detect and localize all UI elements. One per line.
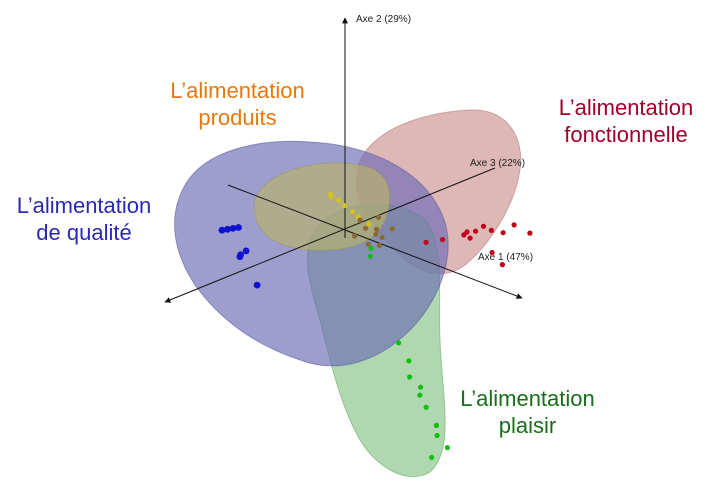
- point-fonctionnelle-2: [500, 230, 506, 236]
- point-plaisir-8: [444, 445, 450, 451]
- label-plaisir: L’alimentation plaisir: [440, 385, 615, 439]
- label-qualite-line1: L’alimentation: [16, 193, 152, 218]
- point-produits-5: [366, 221, 372, 227]
- label-produits: L’alimentation produits: [150, 77, 325, 131]
- point-plaisir-9: [429, 454, 435, 460]
- axis-3-label: Axe 3 (22%): [470, 158, 525, 169]
- point-plaisir-5: [423, 404, 429, 410]
- point-plaisir-7: [434, 432, 440, 439]
- point-qualite-4: [242, 247, 250, 255]
- label-qualite: L’alimentation de qualité: [0, 192, 168, 246]
- point-fonctionnelle-11: [423, 239, 429, 245]
- axis-1-line: [227, 184, 523, 299]
- label-qualite-line2: de qualité: [36, 220, 132, 245]
- point-qualite-7: [253, 281, 261, 289]
- point-qualite-3: [235, 224, 242, 231]
- axes: [164, 17, 523, 303]
- axis-2-label: Axe 2 (29%): [356, 14, 411, 25]
- point-fonctionnelle-3: [488, 227, 494, 233]
- point-fonctionnelle-4: [473, 228, 479, 234]
- point-plaisir-11: [367, 253, 373, 259]
- point-produits-3: [349, 209, 356, 215]
- point-produits-6: [328, 194, 334, 200]
- point-fonctionnelle-10: [499, 262, 505, 268]
- point-qualite-2: [229, 225, 237, 232]
- label-fonctionnelle-line1: L’alimentation: [558, 95, 694, 120]
- point-qualite-6: [236, 253, 244, 261]
- point-plaisir-4: [417, 392, 423, 398]
- point-plaisir-0: [396, 340, 402, 346]
- label-produits-line2: produits: [198, 105, 277, 130]
- label-fonctionnelle: L’alimentation fonctionnelle: [545, 94, 707, 148]
- point-qualite-1: [224, 225, 231, 233]
- label-plaisir-line1: L’alimentation: [460, 386, 595, 411]
- point-fonctionnelle-0: [511, 222, 517, 228]
- point-fonctionnelle-9: [489, 249, 495, 256]
- label-plaisir-line2: plaisir: [498, 413, 557, 438]
- point-fonctionnelle-6: [467, 235, 473, 241]
- point-center_mix-5: [389, 226, 395, 232]
- cluster-hulls: [174, 109, 522, 478]
- point-plaisir-3: [418, 384, 424, 390]
- point-center_mix-4: [379, 234, 385, 241]
- point-center_mix-7: [376, 214, 382, 220]
- point-center_mix-9: [365, 241, 371, 247]
- label-produits-line1: L’alimentation: [170, 78, 305, 103]
- label-fonctionnelle-line2: fonctionnelle: [564, 122, 688, 147]
- point-produits-2: [341, 203, 347, 209]
- data-points: [218, 191, 533, 460]
- point-fonctionnelle-7: [461, 232, 467, 238]
- axis-1-label: Axe 1 (47%): [478, 252, 533, 263]
- hull-produits: [254, 162, 391, 251]
- point-plaisir-6: [433, 422, 439, 428]
- point-center_mix-0: [357, 217, 363, 223]
- point-plaisir-10: [368, 245, 374, 251]
- point-fonctionnelle-8: [440, 237, 446, 243]
- point-qualite-0: [218, 226, 226, 234]
- point-center_mix-2: [373, 231, 379, 237]
- point-center_mix-3: [374, 226, 380, 232]
- point-produits-1: [336, 197, 342, 203]
- point-fonctionnelle-12: [480, 223, 487, 229]
- point-plaisir-2: [407, 374, 413, 380]
- point-center_mix-8: [376, 242, 382, 248]
- point-center_mix-1: [363, 225, 369, 231]
- point-plaisir-1: [406, 358, 412, 364]
- point-fonctionnelle-1: [527, 230, 533, 236]
- point-center_mix-6: [352, 233, 358, 239]
- axis-3-line: [164, 167, 496, 303]
